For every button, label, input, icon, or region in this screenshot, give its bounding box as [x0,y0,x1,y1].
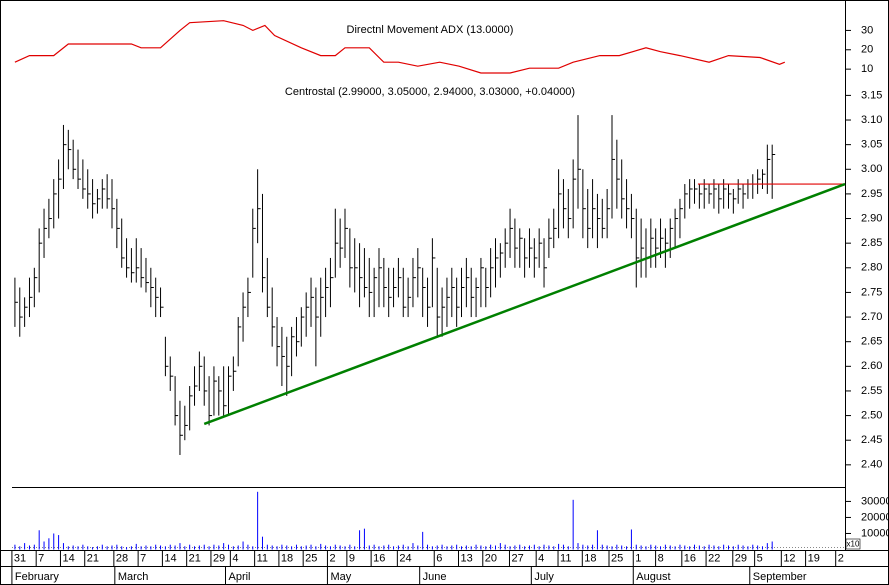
y-tick-label: 2.70 [861,311,882,323]
x-tick-label: 1 [635,552,641,564]
month-label: July [534,571,554,583]
y-tick-label: 3.00 [861,163,882,175]
month-label: August [636,571,670,583]
y-tick-label: 2.65 [861,336,882,348]
month-label: February [15,571,60,583]
month-label: May [330,571,351,583]
y-tick-label: 2.90 [861,212,882,224]
x-tick-label: 18 [584,552,596,564]
x-tick-label: 6 [436,552,442,564]
y-tick-label: 2.40 [861,459,882,471]
adx-line [14,20,786,74]
x-tick-label: 28 [116,552,128,564]
x-tick-label: 25 [611,552,623,564]
trend-line [203,182,846,426]
x-tick-label: 5 [757,552,763,564]
x-tick-label: 16 [373,552,385,564]
x-tick-label: 19 [808,552,820,564]
y-tick-label: 2.80 [861,262,882,274]
month-label: June [423,571,447,583]
x-tick-label: 7 [140,552,146,564]
month-label: April [229,571,251,583]
x-tick-label: 24 [399,552,411,564]
x-tick-label: 2 [329,552,335,564]
x-tick-label: 29 [213,552,225,564]
x-tick-label: 4 [232,552,238,564]
y-tick-label: 3.10 [861,114,882,126]
x-tick-label: 27 [511,552,523,564]
y-tick-label: 30000 [861,495,889,507]
price-title: Centrostal (2.99000, 3.05000, 2.94000, 3… [285,86,575,98]
x-tick-label: 21 [87,552,99,564]
x-tick-label: 25 [305,552,317,564]
y-tick-label: 3.05 [861,139,882,151]
x-tick-label: 9 [349,552,355,564]
y-tick-label: 2.55 [861,385,882,397]
x-tick-label: 12 [783,552,795,564]
x-tick-label: 22 [708,552,720,564]
y-tick-label: 2.60 [861,360,882,372]
x-tick-label: 13 [461,552,473,564]
x-tick-label: 20 [485,552,497,564]
scale-label: x10 [847,540,860,549]
x-tick-label: 14 [164,552,176,564]
y-tick-label: 2.50 [861,409,882,421]
x-tick-label: 16 [684,552,696,564]
x-tick-label: 8 [658,552,664,564]
y-tick-label: 2.45 [861,434,882,446]
x-tick-label: 18 [281,552,293,564]
adx-title: Directnl Movement ADX (13.0000) [347,24,514,36]
y-tick-label: 2.95 [861,188,882,200]
y-tick-label: 10 [861,63,873,75]
y-tick-label: 3.15 [861,89,882,101]
x-tick-label: 14 [62,552,74,564]
y-tick-label: 2.85 [861,237,882,249]
x-tick-label: 11 [257,552,268,564]
scale-box [845,538,861,550]
x-tick-label: 31 [14,552,26,564]
x-tick-label: 7 [38,552,44,564]
y-tick-label: 30 [861,24,873,36]
y-tick-label: 10000 [861,527,889,539]
month-label: September [753,571,807,583]
y-tick-label: 20000 [861,511,889,523]
x-tick-label: 4 [538,552,544,564]
x-tick-label: 29 [735,552,747,564]
month-label: March [118,571,149,583]
x-tick-label: 21 [189,552,201,564]
x-tick-label: 2 [838,552,844,564]
y-tick-label: 20 [861,44,873,56]
y-tick-label: 2.75 [861,286,882,298]
x-tick-label: 11 [560,552,571,564]
